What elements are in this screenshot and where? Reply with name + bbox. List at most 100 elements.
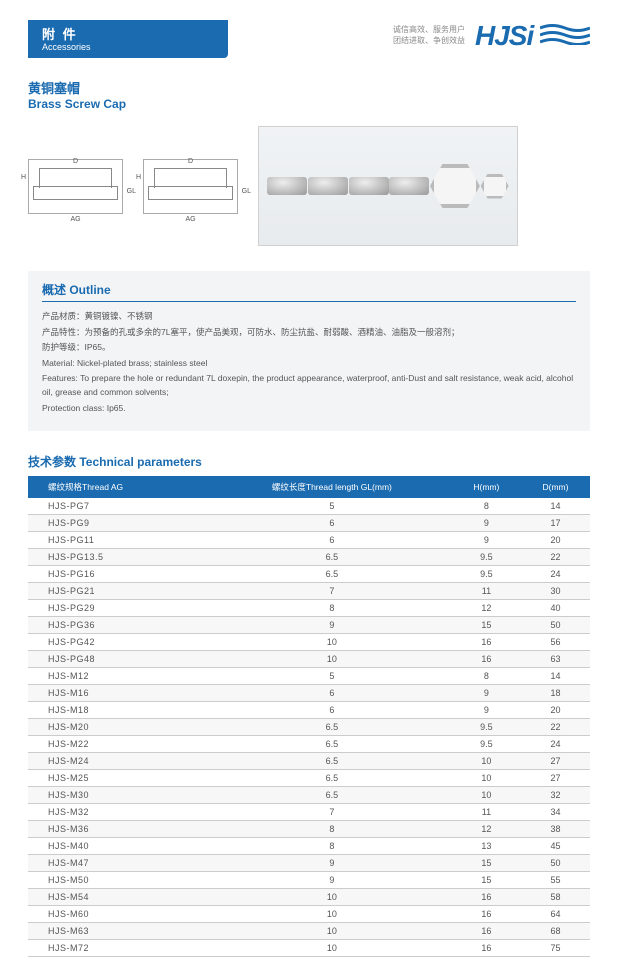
table-row: HJS-M246.51027 <box>28 753 590 770</box>
table-cell: HJS-M60 <box>28 906 212 923</box>
table-cell: 45 <box>521 838 590 855</box>
table-cell: HJS-PG11 <box>28 532 212 549</box>
table-cell: 64 <box>521 906 590 923</box>
table-cell: 16 <box>452 889 521 906</box>
table-cell: 50 <box>521 855 590 872</box>
cap-icon <box>267 177 307 195</box>
table-cell: 9 <box>452 702 521 719</box>
table-cell: HJS-M72 <box>28 940 212 957</box>
table-cell: 27 <box>521 770 590 787</box>
table-row: HJS-M256.51027 <box>28 770 590 787</box>
table-cell: HJS-PG16 <box>28 566 212 583</box>
dim-ag: AG <box>185 216 195 223</box>
dim-gl: GL <box>127 188 136 195</box>
outline-line: Protection class: Ip65. <box>42 402 576 416</box>
table-cell: 17 <box>521 515 590 532</box>
table-row: HJS-M63101668 <box>28 923 590 940</box>
section-badge: 附 件 Accessories <box>28 20 228 58</box>
table-cell: 10 <box>452 770 521 787</box>
table-cell: 6 <box>212 702 452 719</box>
table-cell: 63 <box>521 651 590 668</box>
table-row: HJS-M4791550 <box>28 855 590 872</box>
section-cn: 附 件 <box>42 27 78 42</box>
table-row: HJS-PG13.56.59.522 <box>28 549 590 566</box>
table-cell: 24 <box>521 566 590 583</box>
table-cell: 18 <box>521 685 590 702</box>
table-row: HJS-M186920 <box>28 702 590 719</box>
table-cell: HJS-PG42 <box>28 634 212 651</box>
table-cell: 40 <box>521 600 590 617</box>
outline-section: 概述 Outline 产品材质：黄铜镀镍、不锈钢产品特性：为预备的孔或多余的7L… <box>28 271 590 431</box>
table-cell: HJS-M20 <box>28 719 212 736</box>
table-cell: HJS-PG36 <box>28 617 212 634</box>
dim-ag: AG <box>70 216 80 223</box>
table-cell: HJS-M25 <box>28 770 212 787</box>
table-cell: 10 <box>212 651 452 668</box>
table-cell: 9 <box>212 617 452 634</box>
table-cell: HJS-PG7 <box>28 498 212 515</box>
dim-d: D <box>73 158 78 165</box>
table-cell: 12 <box>452 600 521 617</box>
outline-line: 产品特性：为预备的孔或多余的7L塞平，使产品美观，可防水、防尘抗盐、耐弱酸、酒精… <box>42 326 576 340</box>
table-cell: 9 <box>212 855 452 872</box>
table-cell: HJS-PG29 <box>28 600 212 617</box>
table-row: HJS-M166918 <box>28 685 590 702</box>
table-cell: 13 <box>452 838 521 855</box>
table-row: HJS-PG2171130 <box>28 583 590 600</box>
brand-logo: HJSi <box>475 20 590 52</box>
table-row: HJS-M60101664 <box>28 906 590 923</box>
wave-icon <box>540 23 590 45</box>
table-cell: 6.5 <box>212 566 452 583</box>
table-header-cell: D(mm) <box>521 476 590 498</box>
outline-line: Features: To prepare the hole or redunda… <box>42 372 576 399</box>
nut-icon <box>481 174 509 199</box>
table-cell: 7 <box>212 583 452 600</box>
outline-line: 防护等级：IP65。 <box>42 341 576 355</box>
table-cell: 16 <box>452 651 521 668</box>
table-cell: 9.5 <box>452 549 521 566</box>
table-cell: 15 <box>452 617 521 634</box>
table-cell: 16 <box>452 906 521 923</box>
table-cell: HJS-M63 <box>28 923 212 940</box>
table-cell: 9.5 <box>452 566 521 583</box>
table-cell: 8 <box>212 600 452 617</box>
table-header-cell: H(mm) <box>452 476 521 498</box>
table-cell: 10 <box>212 634 452 651</box>
table-cell: 10 <box>452 753 521 770</box>
table-cell: 11 <box>452 804 521 821</box>
dim-gl: GL <box>242 188 251 195</box>
table-cell: 5 <box>212 668 452 685</box>
table-cell: 32 <box>521 787 590 804</box>
table-cell: 6.5 <box>212 719 452 736</box>
table-cell: 9 <box>212 872 452 889</box>
table-row: HJS-M306.51032 <box>28 787 590 804</box>
table-cell: 58 <box>521 889 590 906</box>
cap-icon <box>389 177 429 195</box>
table-cell: 6.5 <box>212 770 452 787</box>
table-row: HJS-M125814 <box>28 668 590 685</box>
table-cell: 6 <box>212 685 452 702</box>
table-cell: 24 <box>521 736 590 753</box>
tagline: 诚信高效、服务用户 团结进取、争创效益 <box>393 24 465 46</box>
table-row: HJS-PG48101663 <box>28 651 590 668</box>
outline-line: Material: Nickel-plated brass; stainless… <box>42 357 576 371</box>
table-cell: 7 <box>212 804 452 821</box>
table-header-cell: 螺纹规格Thread AG <box>28 476 212 498</box>
table-cell: 55 <box>521 872 590 889</box>
page-header: 附 件 Accessories 诚信高效、服务用户 团结进取、争创效益 HJSi <box>28 20 590 58</box>
table-cell: 6 <box>212 532 452 549</box>
product-title: 黄铜塞帽 Brass Screw Cap <box>28 78 590 111</box>
table-cell: 16 <box>452 940 521 957</box>
table-cell: HJS-M24 <box>28 753 212 770</box>
table-cell: HJS-M32 <box>28 804 212 821</box>
logo-text: HJSi <box>475 20 533 51</box>
table-cell: 10 <box>212 906 452 923</box>
table-cell: 8 <box>212 821 452 838</box>
table-row: HJS-PG2981240 <box>28 600 590 617</box>
cap-icon <box>308 177 348 195</box>
table-cell: HJS-M54 <box>28 889 212 906</box>
tagline-line-2: 团结进取、争创效益 <box>393 35 465 46</box>
table-row: HJS-PG116920 <box>28 532 590 549</box>
diagram-2: D H GL AG <box>143 159 238 214</box>
table-cell: 8 <box>452 668 521 685</box>
